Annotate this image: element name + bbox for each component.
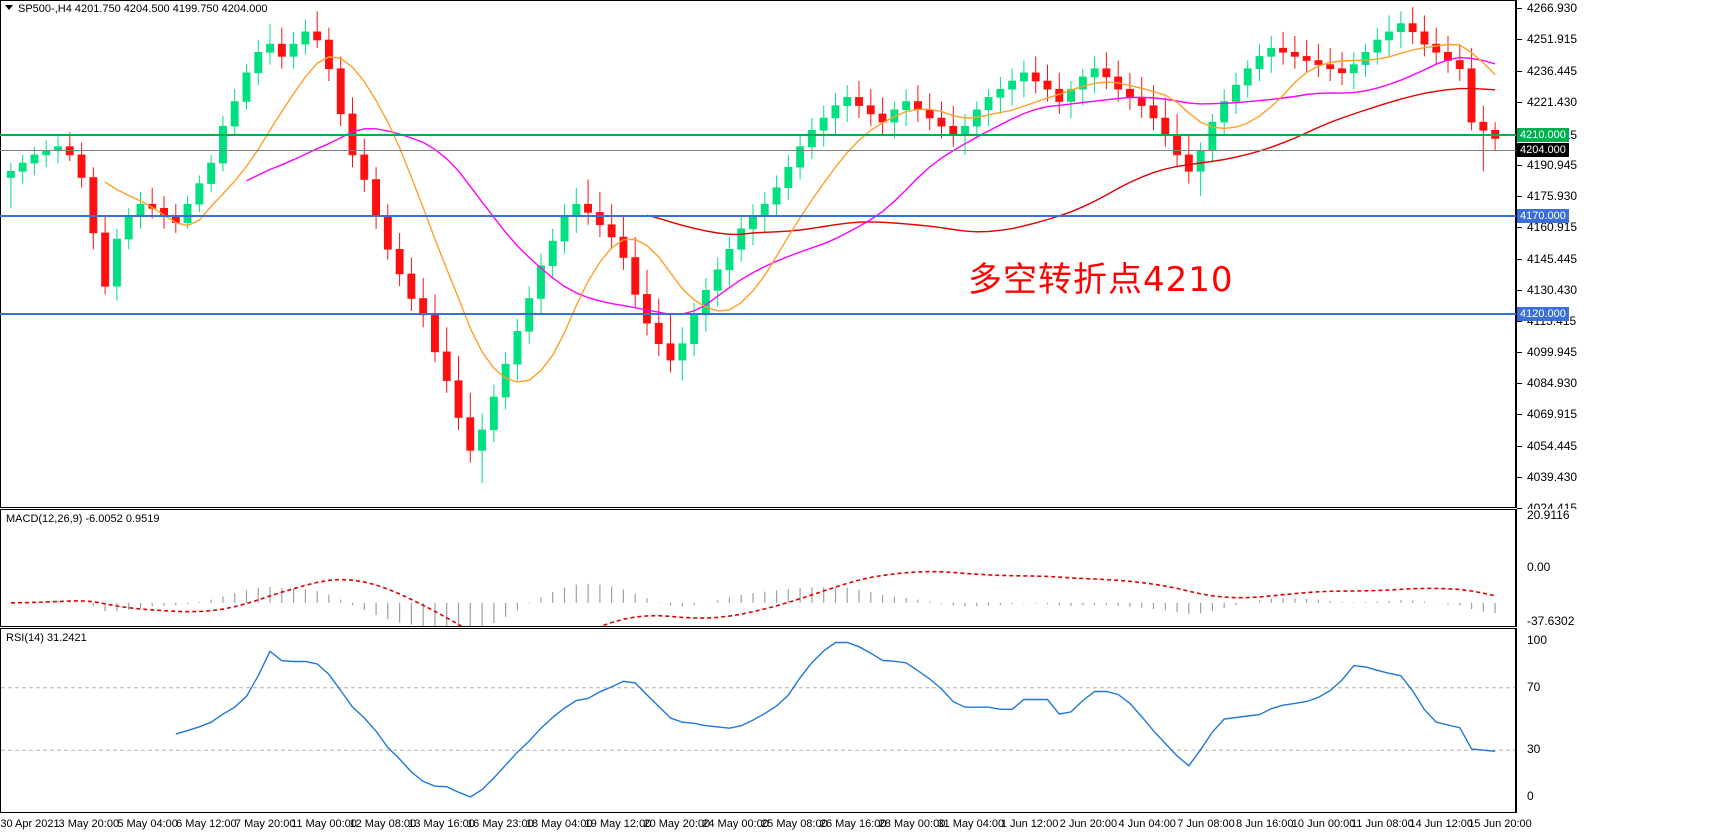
price-axis-tick bbox=[1517, 39, 1522, 41]
price-axis-label: 4190.945 bbox=[1527, 157, 1578, 172]
macd-panel[interactable] bbox=[0, 509, 1516, 627]
rsi-header-label: RSI(14) 31.2421 bbox=[6, 632, 87, 644]
line-4120 bbox=[0, 313, 1516, 315]
rsi-panel[interactable] bbox=[0, 628, 1516, 813]
time-axis-label: 11 Jun 08:00 bbox=[1350, 818, 1414, 830]
price-axis-label: 4084.930 bbox=[1527, 376, 1578, 391]
resistance-tag: 4210.000 bbox=[1517, 128, 1569, 142]
time-axis-label: 26 May 16:00 bbox=[819, 818, 887, 830]
price-axis-label: 4266.930 bbox=[1527, 1, 1578, 16]
last-price-tag: 4204.000 bbox=[1517, 143, 1569, 157]
price-axis-tick bbox=[1517, 164, 1522, 166]
time-axis-label: 4 Jun 04:00 bbox=[1118, 818, 1176, 830]
time-axis-label: 10 Jun 00:00 bbox=[1291, 818, 1356, 830]
price-axis-label: 4054.445 bbox=[1527, 439, 1578, 454]
rsi-axis: 100 70 30 0 bbox=[1516, 628, 1731, 813]
time-axis-label: 19 May 12:00 bbox=[584, 818, 652, 830]
price-axis-tick bbox=[1517, 508, 1522, 509]
time-axis-label: 25 May 08:00 bbox=[761, 818, 828, 830]
price-axis-label: 4236.445 bbox=[1527, 64, 1578, 79]
rsi-axis-label: 30 bbox=[1527, 742, 1541, 757]
time-axis-label: 7 Jun 08:00 bbox=[1177, 818, 1235, 830]
triangle-down-icon[interactable] bbox=[5, 5, 13, 10]
price-axis-tick bbox=[1517, 8, 1522, 10]
time-axis-label: 15 Jun 20:00 bbox=[1468, 818, 1532, 830]
price-axis-tick bbox=[1517, 477, 1522, 479]
time-axis-label: 7 May 20:00 bbox=[234, 818, 296, 830]
macd-axis-label: 0.00 bbox=[1527, 560, 1551, 574]
macd-axis: 20.9116 0.00 -37.6302 bbox=[1516, 508, 1731, 628]
price-axis-label: 4251.915 bbox=[1527, 32, 1578, 47]
time-axis-label: 31 May 04:00 bbox=[937, 818, 1005, 830]
time-axis-label: 5 May 04:00 bbox=[117, 818, 178, 830]
price-axis-tick bbox=[1517, 414, 1522, 416]
price-axis-label: 4130.430 bbox=[1527, 282, 1578, 297]
time-axis-label: 24 May 00:00 bbox=[702, 818, 769, 830]
time-axis-label: 16 May 23:00 bbox=[467, 818, 534, 830]
support-tag-2: 4120.000 bbox=[1517, 307, 1569, 321]
price-chart-panel[interactable] bbox=[0, 0, 1516, 508]
line-4204 bbox=[0, 150, 1516, 151]
price-axis-label: 4039.430 bbox=[1527, 470, 1578, 485]
price-header-label: SP500-,H4 4201.750 4204.500 4199.750 420… bbox=[18, 3, 268, 15]
time-axis-label: 3 May 20:00 bbox=[58, 818, 120, 830]
price-axis-label: 4069.915 bbox=[1527, 407, 1578, 422]
price-axis-tick bbox=[1517, 226, 1522, 228]
chart-annotation: 多空转折点4210 bbox=[968, 260, 1234, 300]
rsi-axis-label: 0 bbox=[1527, 789, 1534, 803]
price-axis-label: 4099.945 bbox=[1527, 345, 1578, 360]
price-axis-tick bbox=[1517, 320, 1522, 322]
price-axis-label: 4145.445 bbox=[1527, 251, 1578, 266]
macd-header-label: MACD(12,26,9) -6.0052 0.9519 bbox=[6, 513, 160, 525]
price-axis-tick bbox=[1517, 289, 1522, 291]
price-chart-canvas bbox=[6, 7, 1500, 484]
line-4210 bbox=[0, 134, 1516, 136]
price-axis-label: 4175.930 bbox=[1527, 188, 1578, 203]
price-axis: 4266.9304251.9154236.4454221.4304205.415… bbox=[1516, 0, 1731, 515]
time-axis-label: 30 Apr 2021 bbox=[0, 818, 60, 830]
price-axis-tick bbox=[1517, 352, 1522, 354]
time-axis-label: 20 May 20:00 bbox=[643, 818, 711, 830]
line-4170 bbox=[0, 215, 1516, 217]
rsi-axis-label: 100 bbox=[1527, 633, 1548, 647]
time-axis-label: 1 Jun 12:00 bbox=[1000, 818, 1059, 830]
time-axis-label: 12 May 08:00 bbox=[349, 818, 417, 830]
price-axis-label: 4160.915 bbox=[1527, 219, 1578, 234]
macd-axis-label: -37.6302 bbox=[1527, 614, 1575, 628]
rsi-axis-label: 70 bbox=[1527, 679, 1541, 694]
price-axis-tick bbox=[1517, 446, 1522, 448]
time-axis-label: 28 May 00:00 bbox=[878, 818, 946, 830]
macd-axis-label: 20.9116 bbox=[1527, 508, 1570, 522]
price-axis-label: 4221.430 bbox=[1527, 95, 1578, 110]
price-axis-tick bbox=[1517, 71, 1522, 73]
support-tag-1: 4170.000 bbox=[1517, 209, 1569, 223]
macd-canvas bbox=[10, 570, 1496, 626]
price-axis-tick bbox=[1517, 195, 1522, 197]
price-axis-tick bbox=[1517, 258, 1522, 260]
time-axis-label: 18 May 04:00 bbox=[525, 818, 593, 830]
price-axis-tick bbox=[1517, 383, 1522, 385]
time-axis-label: 8 Jun 16:00 bbox=[1236, 818, 1294, 830]
price-axis-tick bbox=[1517, 102, 1522, 104]
time-axis-label: 2 Jun 20:00 bbox=[1059, 818, 1118, 830]
rsi-canvas bbox=[1, 641, 1515, 798]
time-axis-label: 13 May 16:00 bbox=[408, 818, 475, 830]
time-axis-label: 14 Jun 12:00 bbox=[1409, 818, 1473, 830]
time-axis-label: 11 May 00:00 bbox=[291, 818, 357, 830]
time-axis-label: 6 May 12:00 bbox=[176, 818, 237, 830]
